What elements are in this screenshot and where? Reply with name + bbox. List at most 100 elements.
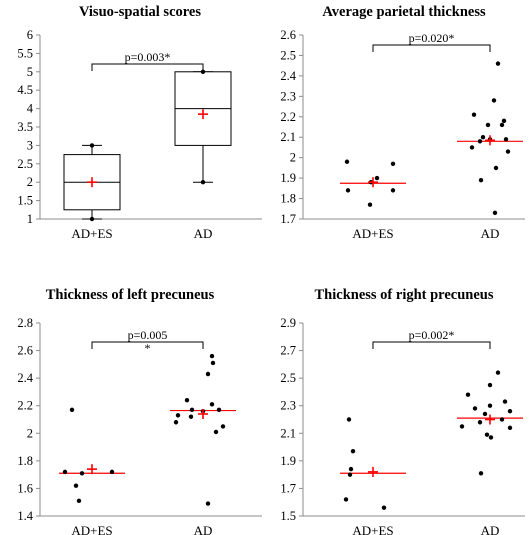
y-tick-label: 1.5 <box>17 194 33 208</box>
significance-bracket <box>91 341 204 349</box>
chart-title: Thickness of right precuneus <box>315 287 494 303</box>
data-point <box>487 382 493 388</box>
data-point <box>499 122 505 128</box>
data-point <box>477 420 483 425</box>
x-category-label: AD <box>481 523 500 535</box>
data-point <box>482 411 488 417</box>
data-point <box>492 210 498 216</box>
data-point <box>472 406 478 411</box>
y-tick-label: 1.7 <box>280 212 296 226</box>
data-point <box>503 137 509 142</box>
data-point <box>465 392 471 397</box>
data-point <box>480 135 486 140</box>
data-point <box>205 501 211 506</box>
data-point <box>390 188 396 193</box>
significance-label: p=0.020* <box>409 31 455 45</box>
data-point <box>220 424 226 429</box>
data-point <box>347 472 353 477</box>
data-point <box>209 353 215 359</box>
y-tick-label: 1.8 <box>280 192 296 206</box>
data-point <box>343 497 349 502</box>
chart-title: Visuo-spatial scores <box>79 4 201 20</box>
y-tick-label: 1.8 <box>17 454 33 468</box>
x-category-label: AD+ES <box>352 523 393 535</box>
data-point <box>210 360 216 366</box>
data-point <box>173 420 179 425</box>
data-point <box>495 370 501 375</box>
significance-bracket <box>372 44 491 52</box>
y-tick-label: 1 <box>27 212 33 226</box>
panel-average-parietal-thickness: Average parietal thickness 1.7 1.8 1.9 2 2.1 2… <box>280 4 525 241</box>
y-tick-label: 2.6 <box>280 28 296 42</box>
x-category-label: AD+ES <box>71 226 112 241</box>
data-point <box>499 417 505 422</box>
data-point <box>69 407 75 413</box>
y-tick-label: 1.4 <box>17 509 33 523</box>
y-tick-label: 6 <box>27 28 33 42</box>
data-point <box>367 202 373 207</box>
data-point <box>471 112 477 117</box>
data-point <box>390 161 396 166</box>
y-tick-label: 2.2 <box>17 399 33 413</box>
data-point <box>374 175 380 181</box>
data-point <box>478 177 484 183</box>
x-category-label: AD+ES <box>352 226 393 241</box>
data-point <box>478 471 484 476</box>
y-tick-label: 1.9 <box>280 171 296 185</box>
y-tick-label: 4 <box>27 102 34 116</box>
data-point <box>350 449 356 454</box>
data-point <box>507 425 513 430</box>
x-category-label: AD <box>194 226 213 241</box>
significance-label: p=0.005 <box>128 328 168 342</box>
data-point <box>484 432 490 437</box>
y-tick-label: 1.7 <box>280 481 296 495</box>
y-tick-label: 2.9 <box>280 316 296 330</box>
y-tick-label: 1.5 <box>280 509 296 523</box>
y-tick-label: 2.8 <box>17 316 33 330</box>
data-point <box>79 471 85 476</box>
y-tick-label: 2.4 <box>280 69 296 83</box>
data-point <box>491 98 497 103</box>
data-point <box>76 498 82 504</box>
y-tick-label: 2.7 <box>280 344 296 358</box>
data-point <box>507 409 513 414</box>
data-point <box>200 180 206 185</box>
y-tick-label: 4.5 <box>17 83 33 97</box>
y-tick-label: 2.1 <box>280 130 296 144</box>
significance-bracket <box>91 63 204 71</box>
y-tick-label: 2.1 <box>280 426 296 440</box>
y-tick-label: 2.3 <box>280 399 296 413</box>
data-point <box>381 505 387 510</box>
data-point <box>493 165 499 171</box>
y-tick-label: 2.5 <box>17 157 33 171</box>
y-tick-label: 1.6 <box>17 481 33 495</box>
data-point <box>205 371 211 377</box>
data-point <box>477 139 483 144</box>
data-point <box>345 188 351 193</box>
significance-label: p=0.003* <box>125 50 171 64</box>
data-point <box>348 466 354 472</box>
chart-title: Average parietal thickness <box>322 4 486 20</box>
data-point <box>216 407 222 413</box>
y-tick-label: 3.5 <box>17 120 33 134</box>
y-tick-label: 2.5 <box>280 371 296 385</box>
data-point <box>344 159 350 164</box>
data-point <box>213 429 219 435</box>
data-point <box>89 143 95 148</box>
y-tick-label: 2.3 <box>280 89 296 103</box>
significance-bracket <box>372 341 491 349</box>
data-point <box>469 145 475 150</box>
y-tick-label: 2.4 <box>17 371 33 385</box>
y-tick-label: 2.6 <box>17 344 33 358</box>
data-point <box>488 435 494 440</box>
data-point <box>505 149 511 154</box>
panel-visuo-spatial-scores: Visuo-spatial scores 1 1.5 2 2.5 3 3.5 4 4.5 5 5.5… <box>17 4 262 241</box>
y-tick-label: 5.5 <box>17 46 33 60</box>
x-category-label: AD <box>481 226 500 241</box>
data-point <box>184 398 190 403</box>
data-point <box>200 69 206 75</box>
panel-thickness-left-precuneus: Thickness of left precuneus 1.4 1.6 1.8 2 2.2… <box>17 287 262 535</box>
data-point <box>209 402 215 407</box>
y-tick-label: 2 <box>27 426 33 440</box>
